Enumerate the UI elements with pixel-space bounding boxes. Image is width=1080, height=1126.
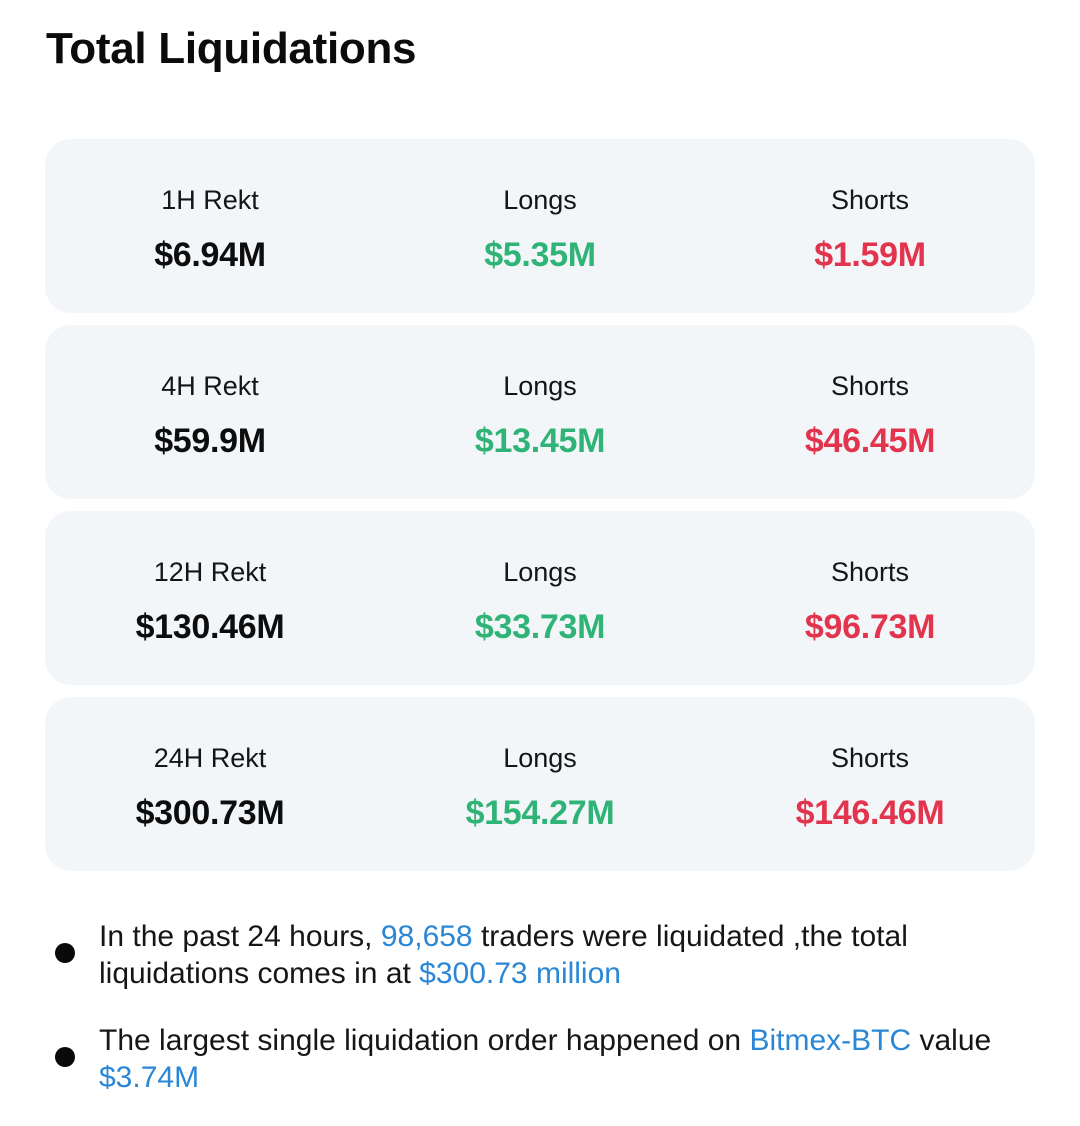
bullet-dot-icon [55,1047,75,1067]
shorts-label: Shorts [830,371,910,401]
shorts-label: Shorts [830,185,910,215]
shorts-column: Shorts $46.45M [705,325,1035,461]
longs-value: $154.27M [465,794,615,832]
bullet-dot-icon [55,943,75,963]
longs-label: Longs [503,185,577,215]
longs-column: Longs $13.45M [375,325,705,461]
longs-column: Longs $33.73M [375,511,705,647]
total-column: 24H Rekt $300.73M [45,697,375,833]
total-value: $59.9M [154,422,266,460]
longs-column: Longs $154.27M [375,697,705,833]
exchange-pair-link[interactable]: Bitmex-BTC [749,1024,912,1057]
order-value-link[interactable]: $3.74M [99,1061,200,1094]
note-text: In the past 24 hours, [99,920,381,953]
total-column: 12H Rekt $130.46M [45,511,375,647]
summary-notes: In the past 24 hours, 98,658 traders wer… [0,918,1080,1126]
longs-value: $5.35M [484,236,596,274]
note-text: traders were liquidated ,the total liqui… [99,920,908,990]
period-label: 12H Rekt [153,557,267,587]
total-column: 1H Rekt $6.94M [45,139,375,275]
total-column: 4H Rekt $59.9M [45,325,375,461]
longs-label: Longs [503,743,577,773]
liquidation-card-24h: 24H Rekt $300.73M Longs $154.27M Shorts … [45,697,1035,871]
shorts-column: Shorts $146.46M [705,697,1035,833]
shorts-value: $46.45M [804,422,936,460]
total-amount-link[interactable]: $300.73 million [419,957,621,990]
liquidation-card-1h: 1H Rekt $6.94M Longs $5.35M Shorts $1.59… [45,139,1035,313]
page-title: Total Liquidations [46,24,417,73]
shorts-value: $1.59M [814,236,926,274]
trader-count-link[interactable]: 98,658 [380,920,473,953]
total-value: $130.46M [135,608,285,646]
liquidation-card-4h: 4H Rekt $59.9M Longs $13.45M Shorts $46.… [45,325,1035,499]
total-value: $300.73M [135,794,285,832]
period-label: 1H Rekt [161,185,259,215]
note-largest-order: The largest single liquidation order hap… [0,1022,1080,1096]
note-text: The largest single liquidation order hap… [99,1024,750,1057]
note-text: value [911,1024,992,1057]
longs-column: Longs $5.35M [375,139,705,275]
shorts-label: Shorts [830,557,910,587]
longs-value: $13.45M [474,422,606,460]
period-label: 4H Rekt [161,371,259,401]
longs-value: $33.73M [474,608,606,646]
shorts-value: $96.73M [804,608,936,646]
liquidation-cards: 1H Rekt $6.94M Longs $5.35M Shorts $1.59… [45,139,1035,883]
shorts-label: Shorts [830,743,910,773]
liquidation-card-12h: 12H Rekt $130.46M Longs $33.73M Shorts $… [45,511,1035,685]
note-24h-summary: In the past 24 hours, 98,658 traders wer… [0,918,1080,992]
longs-label: Longs [503,371,577,401]
period-label: 24H Rekt [153,743,267,773]
longs-label: Longs [503,557,577,587]
shorts-column: Shorts $1.59M [705,139,1035,275]
shorts-value: $146.46M [795,794,945,832]
shorts-column: Shorts $96.73M [705,511,1035,647]
total-value: $6.94M [154,236,266,274]
